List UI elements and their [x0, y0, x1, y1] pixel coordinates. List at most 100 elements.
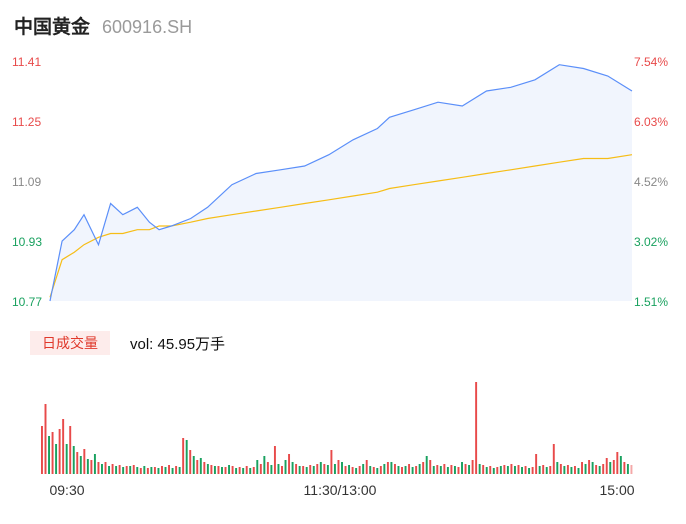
- volume-bar: [365, 460, 368, 474]
- volume-bar: [199, 458, 202, 474]
- volume-bar: [76, 452, 79, 474]
- volume-bar: [425, 456, 428, 474]
- volume-bar: [570, 467, 573, 474]
- stock-code: 600916.SH: [102, 17, 193, 37]
- volume-bar: [189, 450, 192, 474]
- volume-bar: [249, 468, 252, 474]
- average-price-line: [49, 154, 633, 298]
- volume-bar: [588, 460, 591, 474]
- volume-bar: [393, 464, 396, 474]
- volume-bar: [559, 464, 562, 474]
- volume-bar: [157, 468, 160, 474]
- volume-bar: [563, 466, 566, 474]
- volume-bar: [129, 466, 132, 474]
- volume-bar: [295, 464, 298, 474]
- volume-bar: [259, 464, 262, 474]
- volume-bar: [164, 467, 167, 474]
- volume-bar: [44, 404, 47, 474]
- volume-bar: [333, 464, 336, 474]
- volume-bar: [136, 467, 139, 474]
- volume-bar: [415, 466, 418, 474]
- volume-bar: [591, 462, 594, 474]
- volume-bar: [351, 467, 354, 474]
- volume-bar: [506, 466, 509, 474]
- volume-bar: [598, 466, 601, 474]
- volume-bar: [316, 464, 319, 474]
- volume-bar: [404, 466, 407, 474]
- volume-bar: [108, 466, 111, 474]
- x-tick-midday: 11:30/13:00: [303, 482, 377, 498]
- volume-bar: [175, 466, 178, 474]
- volume-bar: [90, 460, 93, 474]
- volume-bar: [196, 460, 199, 474]
- volume-bar: [302, 466, 305, 474]
- volume-bar: [485, 467, 488, 474]
- volume-bar: [242, 468, 245, 474]
- volume-bar: [309, 465, 312, 474]
- volume-bar: [436, 465, 439, 474]
- volume-bar: [528, 468, 531, 474]
- volume-bar: [171, 468, 174, 474]
- volume-bar: [86, 459, 89, 474]
- volume-bar: [626, 464, 629, 474]
- volume-bar: [552, 444, 555, 474]
- volume-bar: [383, 464, 386, 474]
- volume-bar: [496, 467, 499, 474]
- volume-bar: [453, 466, 456, 474]
- volume-bar: [72, 446, 75, 474]
- volume-bar: [210, 465, 213, 474]
- volume-bar: [206, 464, 209, 474]
- stock-name: 中国黄金: [14, 17, 91, 38]
- volume-bar: [471, 460, 474, 474]
- x-tick-0930: 09:30: [49, 482, 85, 498]
- volume-bar: [139, 468, 142, 474]
- volume-bar: [111, 464, 114, 474]
- volume-bar: [492, 468, 495, 474]
- volume-bar: [51, 432, 54, 474]
- volume-bar: [341, 462, 343, 474]
- volume-bar: [513, 466, 516, 474]
- volume-bar: [411, 467, 414, 474]
- volume-bar: [48, 436, 50, 474]
- volume-bar: [115, 466, 118, 474]
- volume-bar: [566, 465, 569, 474]
- volume-bar: [132, 465, 135, 474]
- volume-bar: [584, 464, 587, 474]
- price-area-fill: [50, 64, 632, 301]
- volume-bar: [429, 460, 432, 474]
- volume-bar: [83, 449, 86, 474]
- volume-bar: [390, 462, 393, 474]
- volume-bar: [499, 466, 502, 474]
- volume-bar: [446, 467, 449, 474]
- volume-bar: [439, 466, 442, 474]
- volume-bar: [358, 466, 361, 474]
- volume-bar: [595, 465, 598, 474]
- price-line: [49, 64, 633, 302]
- volume-bar: [482, 465, 485, 474]
- y-left-tick-2: 11.09: [12, 175, 42, 189]
- volume-bar: [432, 466, 435, 474]
- volume-bar: [538, 466, 541, 474]
- volume-bar: [623, 462, 626, 474]
- volume-bar: [273, 446, 276, 474]
- volume-bar: [372, 467, 375, 474]
- volume-bar: [125, 466, 128, 474]
- volume-bar: [217, 466, 220, 474]
- volume-bar: [256, 460, 259, 474]
- volume-bar: [270, 465, 273, 474]
- volume-bar: [379, 466, 382, 474]
- volume-bar: [609, 462, 612, 474]
- volume-bar: [185, 440, 188, 474]
- volume-bar: [153, 467, 156, 474]
- volume-bar: [150, 467, 153, 474]
- volume-bar: [443, 464, 446, 474]
- volume-bar: [146, 468, 149, 474]
- volume-bar: [266, 462, 269, 474]
- volume-bar: [41, 426, 43, 474]
- volume-bar: [104, 462, 107, 474]
- volume-bar: [355, 468, 358, 474]
- volume-bar: [535, 454, 538, 474]
- volume-bar: [397, 466, 400, 474]
- volume-bar: [337, 460, 340, 474]
- volume-bar: [556, 462, 559, 474]
